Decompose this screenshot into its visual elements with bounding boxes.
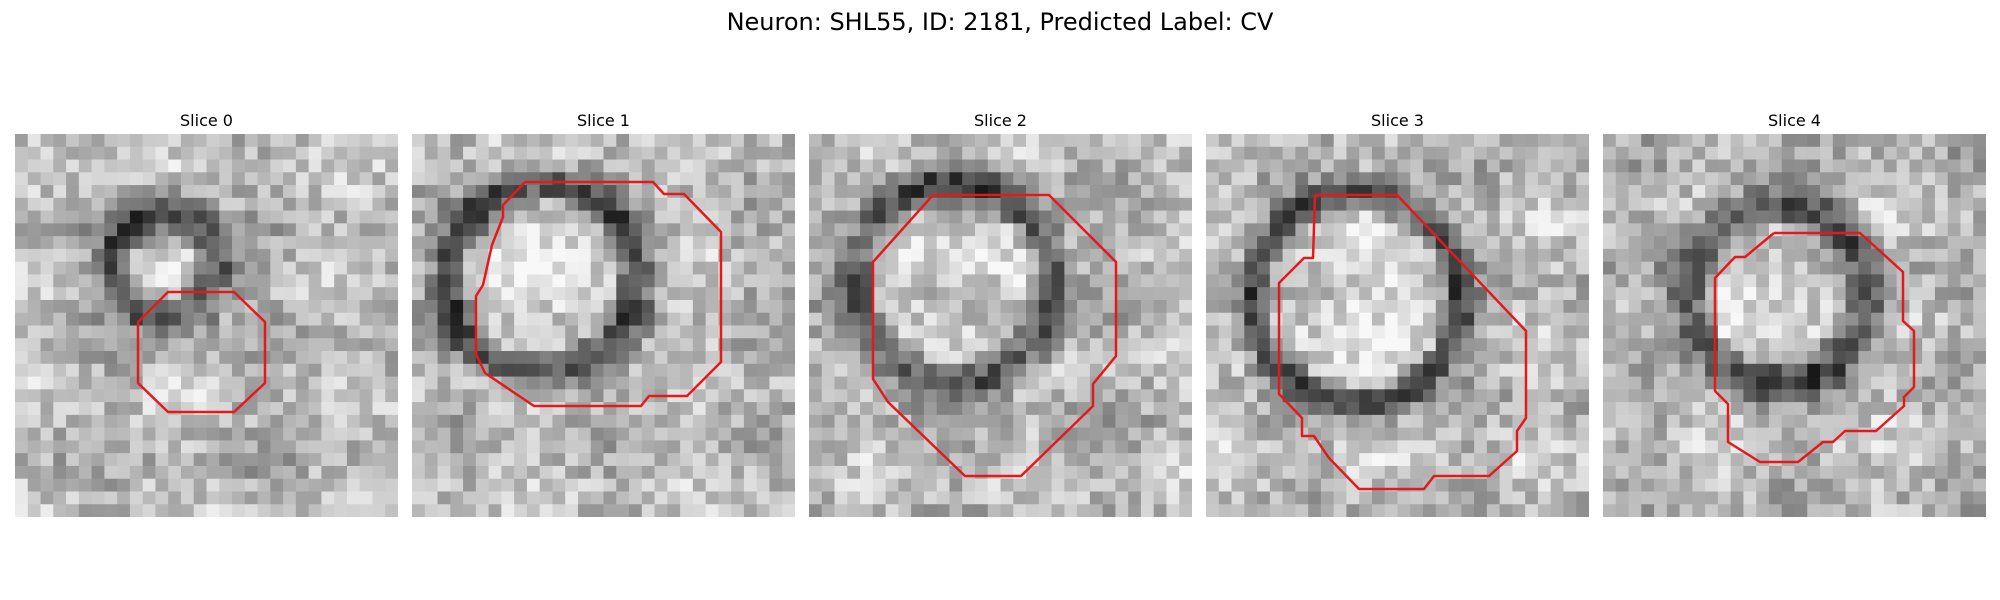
roi-contour bbox=[1277, 193, 1528, 491]
figure-title: Neuron: SHL55, ID: 2181, Predicted Label… bbox=[726, 8, 1274, 36]
slice-image bbox=[809, 134, 1192, 517]
slice-image bbox=[15, 134, 398, 517]
slice-title: Slice 3 bbox=[1371, 111, 1424, 130]
slice-title: Slice 1 bbox=[577, 111, 630, 130]
slice-panel-0: Slice 0 bbox=[15, 110, 398, 517]
roi-contour bbox=[474, 180, 723, 408]
roi-contour bbox=[136, 290, 267, 414]
slice-panel-1: Slice 1 bbox=[412, 110, 795, 517]
slice-image bbox=[1603, 134, 1986, 517]
slice-panel-3: Slice 3 bbox=[1206, 110, 1589, 517]
slice-image bbox=[412, 134, 795, 517]
slice-title: Slice 2 bbox=[974, 111, 1027, 130]
slice-title: Slice 0 bbox=[180, 111, 233, 130]
slice-panel-4: Slice 4 bbox=[1603, 110, 1986, 517]
slice-panel-2: Slice 2 bbox=[809, 110, 1192, 517]
roi-contour bbox=[871, 193, 1118, 478]
slice-title: Slice 4 bbox=[1768, 111, 1821, 130]
slice-image bbox=[1206, 134, 1589, 517]
roi-contour bbox=[1713, 231, 1916, 464]
